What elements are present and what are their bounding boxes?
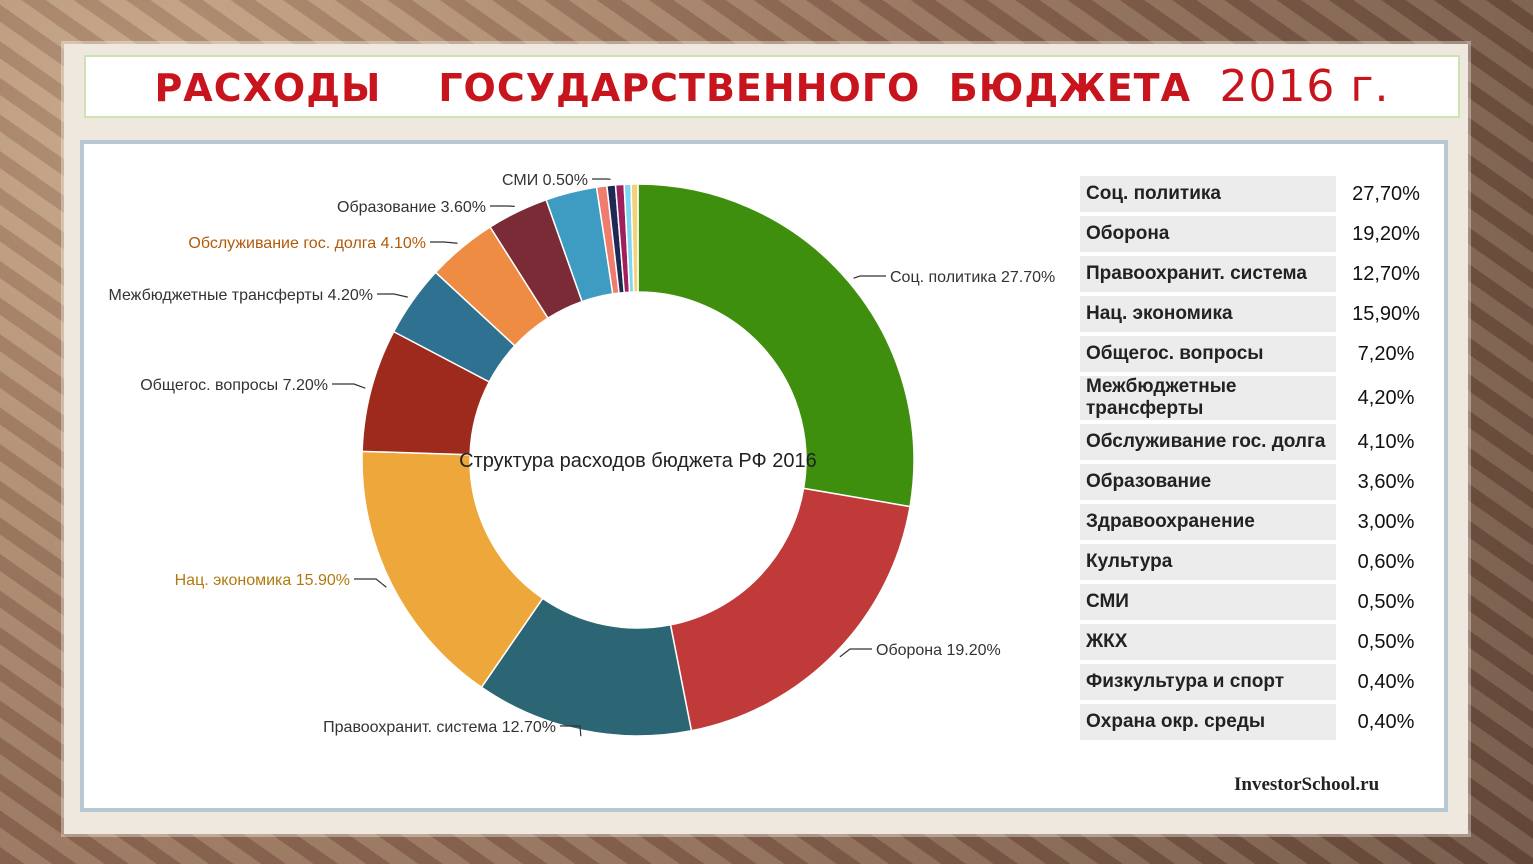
data-label: Межбюджетные трансферты 4.20% [108,287,373,304]
table-cell-value: 0,60% [1357,550,1415,573]
leader-line [853,275,886,279]
table-cell-value: 7,20% [1357,342,1415,365]
table-cell-name: Физкультура и спорт [1080,664,1336,700]
table-cell-value: 27,70% [1352,182,1420,205]
slice-Соц. политика [637,183,915,508]
leader-line [430,241,458,244]
data-label: Общегос. вопросы 7.20% [140,377,328,394]
table-cell-name: ЖКХ [1080,624,1336,660]
table-row: СМИ 0,50% [1080,584,1436,620]
data-label: Оборона 19.20% [876,642,1001,659]
page-title: РАСХОДЫ ГОСУДАРСТВЕННОГО БЮДЖЕТА 2016 г. [154,61,1389,112]
table-cell-name: Общегос. вопросы [1080,336,1336,372]
table-cell-name: Межбюджетные трансферты [1080,376,1336,420]
data-label: Нац. экономика 15.90% [175,572,350,589]
table-row: Культура 0,60% [1080,544,1436,580]
leader-line [839,648,872,658]
table-cell-value: 4,10% [1357,430,1415,453]
table-cell-name: Оборона [1080,216,1336,252]
center-label: Структура расходов бюджета РФ 2016 [459,450,817,472]
table-row: Правоохранит. система 12,70% [1080,256,1436,292]
table-row: ЖКХ 0,50% [1080,624,1436,660]
table-row: Межбюджетные трансферты 4,20% [1080,376,1436,420]
data-label: Правоохранит. система 12.70% [323,719,556,736]
leader-line [377,293,408,298]
data-label: Обслуживание гос. долга 4.10% [188,235,426,252]
leader-line [332,383,366,389]
data-label: СМИ 0.50% [502,172,588,189]
table-row: Охрана окр. среды 0,40% [1080,704,1436,740]
table-cell-name: Здравоохранение [1080,504,1336,540]
table-row: Нац. экономика 15,90% [1080,296,1436,332]
table-cell-name: Культура [1080,544,1336,580]
source-watermark: InvestorSchool.ru [1234,774,1380,795]
page-title-text: РАСХОДЫ ГОСУДАРСТВЕННОГО БЮДЖЕТА [154,66,1191,110]
table-row: Соц. политика 27,70% [1080,176,1436,212]
slice-Охрана окр. среды [630,183,639,293]
table-cell-value: 0,40% [1357,670,1415,693]
table-row: Физкультура и спорт 0,40% [1080,664,1436,700]
table-cell-value: 4,20% [1357,386,1415,409]
table-cell-value: 0,40% [1357,710,1415,733]
table-row: Здравоохранение 3,00% [1080,504,1436,540]
table-cell-value: 19,20% [1352,222,1420,245]
table-cell-name: Соц. политика [1080,176,1336,212]
table-cell-name: СМИ [1080,584,1336,620]
table-cell-value: 3,00% [1357,510,1415,533]
table-cell-name: Образование [1080,464,1336,500]
table-cell-value: 0,50% [1357,630,1415,653]
page-title-year: 2016 г. [1219,61,1390,112]
table-row: Образование 3,60% [1080,464,1436,500]
leader-line [560,725,582,737]
data-label: Соц. политика 27.70% [890,269,1055,286]
table-cell-value: 15,90% [1352,302,1420,325]
table-row: Общегос. вопросы 7,20% [1080,336,1436,372]
table-row: Оборона 19,20% [1080,216,1436,252]
slice-Оборона [669,487,911,732]
budget-table: Соц. политика 27,70% Оборона 19,20% Правоохр… [1080,172,1436,744]
table-cell-name: Охрана окр. среды [1080,704,1336,740]
table-cell-name: Обслуживание гос. долга [1080,424,1336,460]
table-cell-name: Правоохранит. система [1080,256,1336,292]
table-cell-value: 0,50% [1357,590,1415,613]
table-cell-value: 3,60% [1357,470,1415,493]
leader-line [354,578,387,588]
title-box: РАСХОДЫ ГОСУДАРСТВЕННОГО БЮДЖЕТА 2016 г. [84,55,1460,118]
table-cell-name: Нац. экономика [1080,296,1336,332]
data-label: Образование 3.60% [337,199,486,216]
table-cell-value: 12,70% [1352,262,1420,285]
table-row: Обслуживание гос. долга 4,10% [1080,424,1436,460]
